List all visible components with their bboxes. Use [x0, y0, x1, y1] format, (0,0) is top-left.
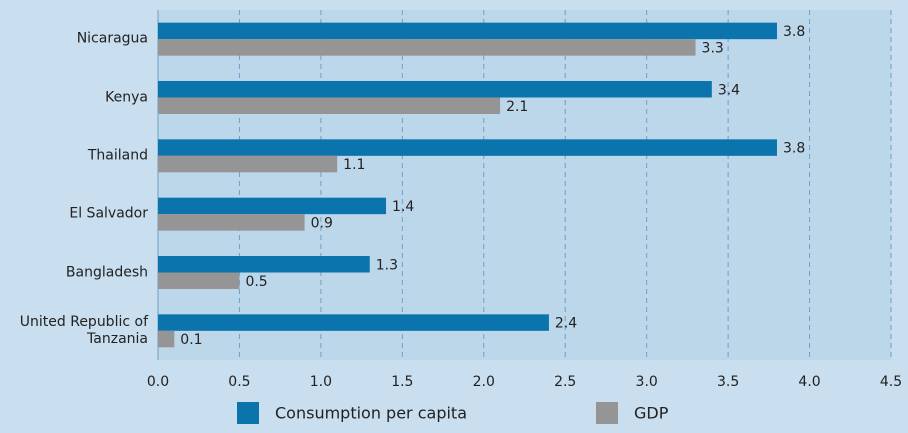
y-tick-label: Kenya [105, 89, 148, 105]
legend-swatch [596, 402, 618, 424]
x-tick-label: 1.0 [310, 374, 332, 390]
bar [158, 314, 549, 331]
y-tick-label: El Salvador [69, 205, 148, 222]
bar [158, 22, 777, 40]
value-label: 2.1 [506, 99, 528, 115]
x-tick-label: 3.5 [717, 374, 739, 390]
y-tick-label: Nicaragua [76, 30, 148, 47]
x-tick-label: 2.0 [473, 374, 495, 390]
bar [158, 272, 240, 289]
y-tick-label: United Republic of Tanzania [19, 313, 148, 347]
x-tick-label: 0.5 [228, 374, 250, 390]
bar [158, 330, 175, 348]
y-tick-label: Bangladesh [65, 264, 148, 280]
x-tick-label: 3.0 [636, 374, 658, 390]
plot-area [158, 10, 891, 360]
value-label: 1.4 [392, 199, 414, 215]
value-label: 0.1 [180, 332, 202, 348]
value-label: 3.3 [702, 40, 724, 56]
value-label: 1.1 [343, 157, 365, 173]
legend-label: Consumption per capita [275, 404, 467, 423]
legend-swatch [237, 402, 259, 424]
value-label: 1.3 [376, 257, 398, 273]
bar [158, 197, 387, 215]
value-label: 0.5 [245, 274, 267, 290]
bar [158, 81, 712, 98]
x-tick-label: 0.0 [147, 374, 169, 390]
bar [158, 39, 696, 56]
x-tick-label: 4.0 [798, 374, 820, 390]
value-label: 3.8 [783, 141, 805, 157]
value-label: 3.4 [718, 82, 740, 98]
bar [158, 214, 305, 231]
value-label: 3.8 [783, 24, 805, 40]
x-tick-label: 4.5 [880, 374, 902, 390]
x-tick-label: 2.5 [554, 374, 576, 390]
value-label: 2.4 [555, 316, 577, 332]
bar [158, 139, 777, 156]
bar [158, 256, 370, 273]
y-tick-label: Thailand [87, 147, 148, 164]
bar [158, 155, 338, 173]
bar [158, 97, 501, 114]
legend-label: GDP [634, 404, 669, 423]
value-label: 0.9 [311, 215, 333, 231]
x-tick-label: 1.5 [391, 374, 413, 390]
